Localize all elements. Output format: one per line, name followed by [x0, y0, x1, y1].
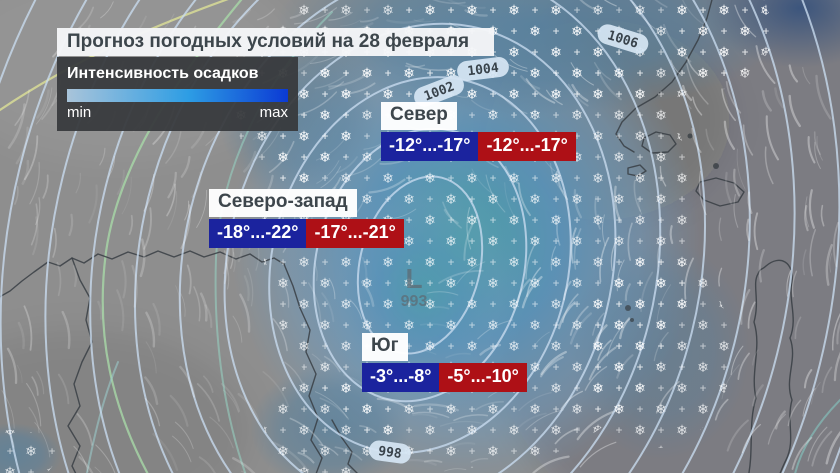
- forecast-title-text: Прогноз погодных условий на 28 февраля: [67, 31, 470, 52]
- svg-text:L: L: [405, 263, 422, 294]
- isobar-label-1006: 1006: [597, 24, 649, 54]
- region-name-label: Север: [381, 102, 457, 130]
- night-temp-badge: -3°...-8°: [362, 363, 440, 392]
- legend-title: Интенсивность осадков: [67, 65, 259, 82]
- isobar-label-998: 998: [369, 440, 411, 464]
- svg-text:993: 993: [401, 293, 428, 310]
- svg-text:1004: 1004: [467, 61, 500, 80]
- legend-min-label: min: [67, 104, 92, 121]
- isobar-label-1004: 1004: [457, 57, 509, 81]
- legend-max-label: max: [259, 104, 288, 121]
- day-temp-badge: -5°...-10°: [439, 363, 527, 392]
- region-name-label: Северо-запад: [209, 189, 357, 217]
- svg-text:998: 998: [377, 444, 403, 462]
- legend-gradient-bar: [67, 89, 288, 102]
- night-temp-badge: -12°...-17°: [381, 132, 479, 161]
- precipitation-legend: Интенсивность осадков min max: [57, 57, 298, 131]
- region-group-south: Юг -3°...-8° -5°...-10°: [362, 333, 527, 392]
- forecast-title: Прогноз погодных условий на 28 февраля: [57, 28, 494, 56]
- region-group-northwest: Северо-запад -18°...-22° -17°...-21°: [209, 189, 404, 248]
- night-temp-badge: -18°...-22°: [209, 219, 307, 248]
- day-temp-badge: -17°...-21°: [306, 219, 404, 248]
- region-name-label: Юг: [362, 333, 408, 361]
- day-temp-badge: -12°...-17°: [478, 132, 576, 161]
- region-group-north: Север -12°...-17° -12°...-17°: [381, 102, 576, 161]
- pressure-center-label: L 993: [401, 263, 428, 310]
